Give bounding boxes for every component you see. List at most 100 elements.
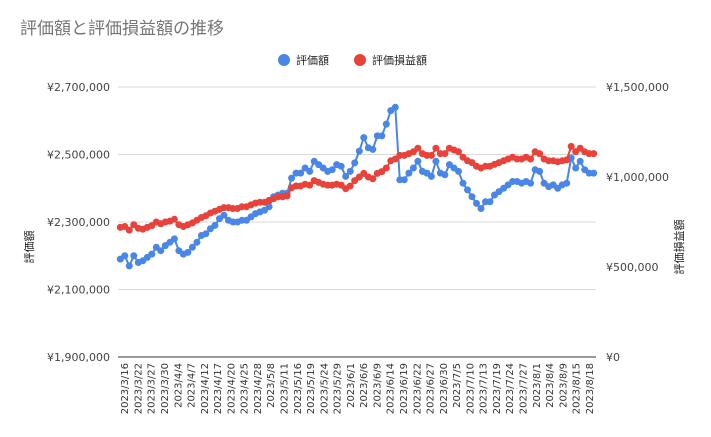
- data-point: [567, 142, 575, 150]
- data-point: [211, 221, 219, 229]
- data-point: [590, 169, 598, 177]
- data-point: [441, 171, 449, 179]
- x-tick-label: 2023/4/12: [200, 363, 211, 414]
- data-point: [170, 235, 178, 243]
- data-point: [342, 172, 350, 180]
- left-tick-label: ¥2,300,000: [47, 216, 110, 229]
- data-point: [283, 192, 291, 200]
- x-tick-label: 2023/5/11: [279, 363, 290, 414]
- data-point: [405, 169, 413, 177]
- left-axis-ticks: ¥1,900,000 ¥2,100,000 ¥2,300,000 ¥2,500,000…: [47, 81, 110, 364]
- legend-item-hyokagaku[interactable]: 評価額: [278, 53, 329, 67]
- data-point: [360, 134, 368, 142]
- data-point: [536, 150, 544, 158]
- data-point: [382, 164, 390, 172]
- x-tick-label: 2023/5/16: [293, 363, 304, 414]
- legend-label-hyokagaku: 評価額: [296, 53, 329, 67]
- data-point: [576, 157, 584, 165]
- data-point: [477, 205, 485, 212]
- x-tick-label: 2023/6/19: [399, 363, 410, 414]
- series-hyokagaku: [116, 103, 598, 270]
- left-tick-label: ¥2,500,000: [47, 149, 110, 162]
- x-tick-label: 2023/3/30: [160, 363, 171, 414]
- left-axis-title: 評価額: [22, 231, 36, 264]
- legend-item-hyokasoneki[interactable]: 評価損益額: [354, 53, 427, 67]
- x-tick-label: 2023/4/28: [253, 363, 264, 414]
- x-tick-label: 2023/3/22: [133, 363, 144, 414]
- data-point: [184, 248, 192, 256]
- data-point: [427, 172, 435, 180]
- right-axis-title: 評価損益額: [672, 220, 686, 275]
- data-point: [563, 179, 571, 187]
- data-point: [536, 167, 544, 175]
- x-tick-label: 2023/7/13: [479, 363, 490, 414]
- data-point: [337, 162, 345, 170]
- data-point: [459, 179, 467, 187]
- right-axis-ticks: ¥0 ¥500,000 ¥1,000,000 ¥1,500,000: [606, 81, 669, 364]
- data-point: [468, 193, 476, 201]
- legend-swatch-hyokagaku: [278, 54, 290, 66]
- data-point: [188, 243, 196, 251]
- data-point: [369, 175, 377, 183]
- data-point: [590, 150, 598, 158]
- data-point: [306, 167, 314, 175]
- data-point: [414, 157, 422, 165]
- x-tick-label: 2023/8/15: [572, 363, 583, 414]
- data-point: [306, 181, 314, 189]
- x-tick-label: 2023/3/16: [120, 363, 131, 414]
- left-tick-label: ¥1,900,000: [47, 351, 110, 364]
- data-point: [157, 247, 165, 255]
- data-point: [346, 182, 354, 190]
- right-tick-label: ¥500,000: [606, 261, 659, 274]
- data-point: [130, 252, 138, 260]
- data-point: [527, 179, 535, 187]
- data-point: [355, 147, 363, 155]
- x-tick-label: 2023/6/9: [372, 363, 383, 408]
- x-tick-label: 2023/6/1: [346, 363, 357, 408]
- data-point: [486, 198, 494, 206]
- data-point: [125, 226, 133, 234]
- data-point: [328, 166, 336, 174]
- x-tick-label: 2023/7/10: [465, 363, 476, 414]
- x-tick-label: 2023/7/27: [518, 363, 529, 414]
- data-point: [351, 159, 359, 167]
- x-tick-label: 2023/4/4: [173, 363, 184, 408]
- data-point: [427, 151, 435, 159]
- x-tick-label: 2023/4/20: [226, 363, 237, 414]
- data-point: [202, 230, 210, 238]
- legend: 評価額 評価損益額: [278, 53, 427, 67]
- data-point: [391, 103, 399, 111]
- x-tick-label: 2023/4/7: [187, 363, 198, 408]
- data-point: [369, 145, 377, 153]
- x-tick-label: 2023/7/5: [452, 363, 463, 408]
- x-tick-label: 2023/6/14: [386, 363, 397, 414]
- data-point: [441, 150, 449, 158]
- data-point: [400, 176, 408, 184]
- x-tick-label: 2023/7/19: [492, 363, 503, 414]
- x-tick-label: 2023/6/6: [359, 363, 370, 408]
- right-tick-label: ¥1,000,000: [606, 171, 669, 184]
- data-point: [473, 199, 480, 207]
- data-point: [170, 215, 178, 223]
- series-hyokasoneki: [116, 142, 598, 234]
- data-point: [378, 132, 386, 140]
- data-point: [464, 186, 471, 194]
- data-point: [432, 144, 440, 152]
- right-tick-label: ¥1,500,000: [606, 81, 669, 94]
- x-tick-label: 2023/6/27: [426, 363, 437, 414]
- data-point: [148, 250, 156, 258]
- chart-title: 評価額と評価損益額の推移: [20, 19, 224, 39]
- data-point: [193, 238, 201, 246]
- x-tick-label: 2023/6/30: [439, 363, 450, 414]
- left-tick-label: ¥2,700,000: [47, 81, 110, 94]
- x-tick-label: 2023/4/17: [213, 363, 224, 414]
- x-tick-label: 2023/8/18: [585, 363, 596, 414]
- data-point: [414, 144, 422, 152]
- legend-swatch-hyokasoneki: [354, 54, 366, 66]
- x-tick-label: 2023/8/1: [532, 363, 543, 408]
- x-tick-label: 2023/5/8: [266, 363, 277, 408]
- data-point: [297, 169, 305, 177]
- data-point: [563, 156, 571, 164]
